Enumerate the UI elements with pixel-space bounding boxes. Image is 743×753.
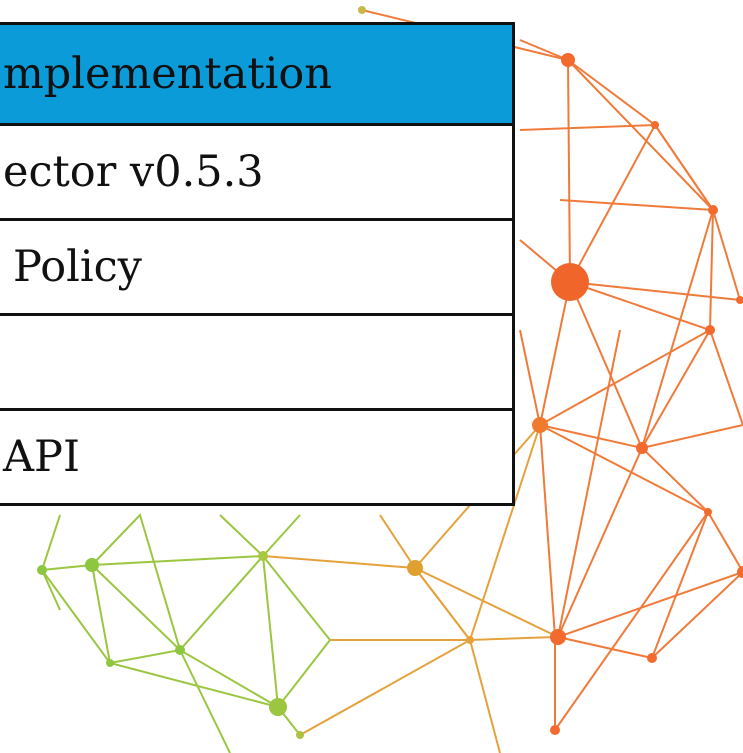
- header-cell: mplementation: [0, 22, 515, 126]
- table-row: [0, 313, 515, 411]
- table-row: Policy: [0, 218, 515, 316]
- cell: Policy: [0, 218, 515, 316]
- header-row: mplementation: [0, 22, 515, 126]
- cell: API: [0, 408, 515, 506]
- cell: [0, 313, 515, 411]
- table-row: ector v0.5.3: [0, 123, 515, 221]
- table-row: API: [0, 408, 515, 506]
- table: mplementation ector v0.5.3 Policy API: [0, 22, 515, 506]
- cell: ector v0.5.3: [0, 123, 515, 221]
